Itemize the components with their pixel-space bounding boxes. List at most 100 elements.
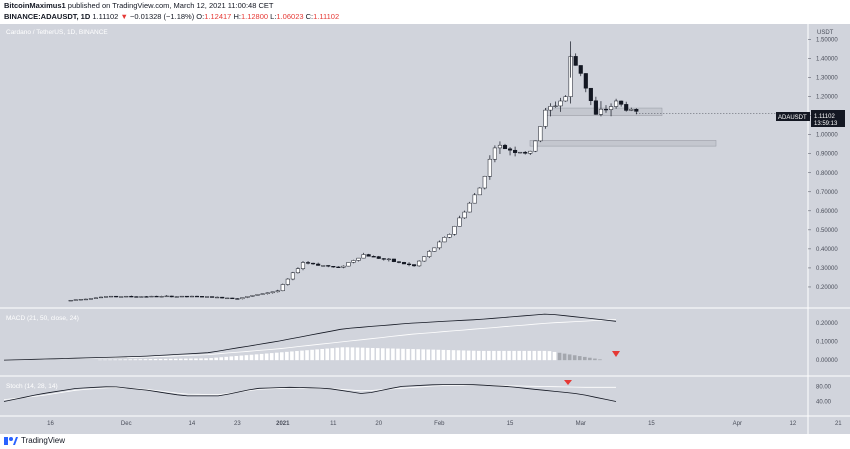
candle-body [442,237,447,243]
candle [169,295,174,298]
candle-body [295,268,300,274]
candle [336,266,341,268]
candle [432,247,437,252]
tradingview-logo[interactable]: TradingView [4,436,65,445]
candle-body [457,217,462,227]
candle [609,103,614,117]
macd-histogram-bar [562,353,567,361]
chart-canvas[interactable]: 1.500001.400001.300001.200001.100001.000… [0,24,850,434]
candle [154,295,159,298]
candle [250,295,255,297]
x-tick-label: 23 [234,421,241,427]
candle-body [624,104,629,111]
candle [578,65,583,77]
x-tick-label: 15 [507,421,514,427]
x-tick-label: 20 [375,421,382,427]
candle-body [280,284,285,292]
macd-histogram-bar [572,355,577,361]
macd-histogram-bar [588,357,592,361]
y-tick-label: 0.70000 [816,190,838,196]
x-tick-label: 16 [47,421,54,427]
macd-histogram-bar [522,350,526,361]
candle [88,297,93,300]
close-label: C: [305,12,314,21]
macd-histogram-bar [123,359,128,361]
macd-histogram-bar [310,349,314,361]
macd-histogram-bar [507,350,511,361]
ticker-tag: ADAUSDT [778,115,807,121]
macd-histogram-bar [143,359,148,361]
candle [523,151,528,155]
macd-histogram-bar [527,350,532,361]
y-tick-label: 0.20000 [816,285,838,291]
candle-body [422,256,427,262]
candle-body [603,108,609,111]
macd-histogram-bar [113,359,117,361]
candle-body [159,296,164,298]
macd-histogram-bar [254,354,259,361]
candle-body [593,100,598,115]
candle-body [467,202,472,213]
candle [346,262,351,267]
macd-histogram-bar [295,351,299,361]
candle [316,262,321,266]
last-price-tag: ADAUSDT 1.11102 13:59:13 [776,110,845,127]
y-tick-label: 0.60000 [816,209,838,215]
macd-histogram-bar [476,350,481,361]
macd-histogram-bar [557,352,562,361]
candle-body [321,265,326,267]
candle [331,266,336,268]
candle-body [326,265,331,267]
macd-histogram-bar [138,359,143,361]
candle [134,296,139,298]
macd-histogram-bar [300,350,304,361]
macd-histogram-bar [280,352,284,361]
y-tick-label: 1.00000 [816,133,838,139]
candle-body [513,149,518,153]
candle [376,255,381,259]
candle-body [482,175,487,189]
candle [447,233,452,239]
macd-histogram-bar [547,351,552,361]
chart-header: BitcoinMaximus1 published on TradingView… [0,0,850,24]
macd-histogram-bar [360,347,365,361]
macd-histogram-bar [173,358,178,361]
candle-body [270,291,275,294]
x-tick-label: Apr [733,421,742,427]
macd-histogram-bar [345,347,350,361]
candle-body [260,293,265,295]
candle [518,151,523,154]
macd-histogram-bar [421,349,425,361]
macd-histogram-bar [184,358,188,361]
macd-histogram-bar [274,352,279,361]
macd-histogram-bar [426,349,431,361]
candle [407,262,412,267]
candle [240,297,245,300]
macd-histogram-bar [340,347,345,361]
macd-histogram-bar [381,348,385,361]
candle-body [114,295,119,298]
x-tick-label: 11 [330,421,337,427]
open-value: 1.12417 [204,12,232,21]
candle-body [376,256,381,259]
candle-body [361,254,366,259]
candle-body [169,295,174,298]
y-tick-label: 0.80000 [816,171,838,177]
candle-body [452,226,457,235]
macd-histogram-bar [315,349,319,361]
candle-body [609,106,614,110]
candle-body [306,262,311,264]
macd-histogram-bar [249,354,254,361]
candle-body [538,126,543,142]
candle [462,210,467,219]
candle [563,95,568,102]
candle-body [119,296,124,298]
candle-body [583,73,588,89]
price-value: 1.11102 [92,12,119,21]
macd-histogram-bar [492,350,496,361]
candle [477,187,482,196]
candle-body [220,296,225,299]
price-change: −0.01328 (−1.18%) [129,12,195,21]
macd-histogram-bar [355,347,360,361]
author-name[interactable]: BitcoinMaximus1 [4,1,66,10]
